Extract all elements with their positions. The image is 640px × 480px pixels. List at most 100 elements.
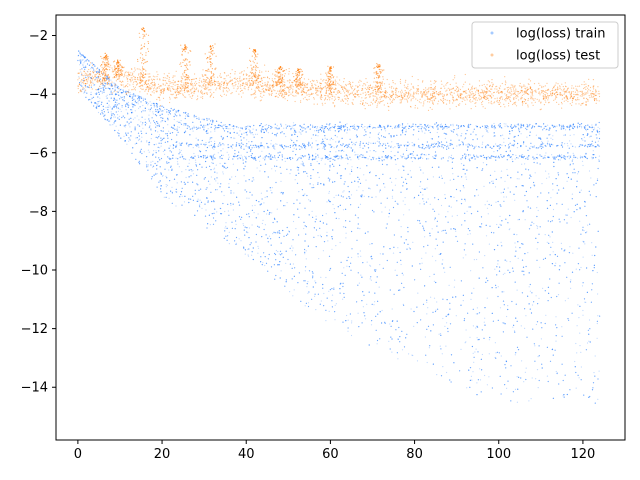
- train-point: [149, 125, 151, 127]
- train-point: [503, 200, 505, 202]
- train-point: [310, 137, 313, 139]
- train-point: [403, 214, 405, 216]
- train-point: [257, 145, 259, 147]
- train-point: [455, 230, 457, 232]
- train-point: [136, 95, 138, 97]
- train-point: [85, 65, 87, 67]
- train-point: [470, 375, 472, 377]
- train-point: [262, 219, 264, 221]
- train-point: [535, 147, 537, 149]
- train-point: [343, 267, 345, 269]
- train-point: [117, 88, 120, 90]
- train-point: [147, 104, 149, 106]
- train-point: [361, 196, 363, 198]
- train-point: [338, 218, 340, 220]
- train-point: [518, 124, 520, 126]
- train-point: [528, 125, 530, 127]
- train-point: [391, 197, 394, 199]
- train-point: [270, 139, 272, 142]
- train-point: [559, 155, 561, 157]
- train-point: [509, 261, 511, 263]
- train-point: [467, 233, 469, 235]
- train-point: [390, 150, 392, 153]
- train-point: [377, 137, 379, 139]
- train-point: [483, 156, 485, 159]
- train-point: [132, 111, 134, 113]
- train-point: [559, 159, 561, 161]
- train-point: [364, 145, 366, 147]
- train-point: [536, 153, 538, 155]
- train-point: [295, 145, 297, 147]
- train-point: [293, 289, 295, 291]
- train-point: [439, 345, 441, 347]
- train-point: [215, 180, 217, 182]
- train-point: [290, 125, 292, 127]
- train-point: [386, 164, 388, 166]
- train-point: [298, 191, 300, 193]
- train-point: [270, 125, 272, 128]
- train-point: [217, 152, 219, 154]
- train-point: [585, 154, 587, 156]
- train-point: [493, 155, 495, 158]
- train-point: [184, 158, 186, 160]
- train-point: [374, 301, 376, 303]
- train-point: [516, 289, 518, 291]
- train-point: [376, 158, 378, 160]
- train-point: [548, 156, 550, 159]
- train-point: [544, 125, 547, 128]
- train-point: [208, 123, 210, 125]
- train-point: [328, 199, 330, 201]
- train-point: [486, 384, 488, 386]
- train-point: [311, 146, 313, 148]
- train-point: [172, 157, 174, 159]
- train-point: [567, 145, 569, 147]
- train-point: [292, 125, 294, 127]
- train-point: [487, 213, 489, 215]
- train-point: [553, 161, 555, 163]
- train-point: [515, 317, 517, 319]
- train-point: [546, 177, 548, 179]
- train-point: [345, 125, 347, 127]
- train-point: [446, 127, 448, 129]
- train-point: [176, 144, 178, 146]
- train-point: [110, 124, 112, 126]
- train-point: [453, 129, 455, 131]
- train-point: [585, 130, 587, 132]
- train-point: [391, 127, 393, 130]
- train-point: [203, 129, 205, 131]
- train-point: [586, 157, 588, 160]
- train-point: [188, 176, 190, 178]
- train-point: [109, 88, 111, 90]
- train-point: [589, 341, 591, 343]
- train-point: [266, 213, 268, 215]
- train-point: [207, 132, 209, 134]
- train-point: [174, 113, 176, 115]
- train-point: [304, 148, 307, 150]
- train-point: [579, 305, 581, 307]
- train-point: [214, 130, 216, 132]
- train-point: [396, 320, 398, 322]
- train-point: [140, 141, 142, 143]
- train-point: [157, 122, 159, 124]
- train-point: [404, 203, 406, 206]
- train-point: [236, 169, 239, 171]
- train-point: [583, 230, 585, 232]
- train-point: [423, 228, 425, 230]
- train-point: [472, 130, 474, 132]
- train-point: [175, 157, 177, 159]
- train-point: [439, 142, 441, 145]
- train-point: [422, 194, 424, 196]
- train-point: [214, 140, 216, 142]
- train-point: [506, 260, 508, 262]
- train-point: [349, 146, 351, 148]
- train-point: [347, 146, 349, 148]
- train-point: [478, 146, 481, 148]
- train-point: [427, 124, 429, 126]
- train-point: [523, 155, 526, 157]
- train-point: [140, 140, 143, 142]
- train-point: [447, 144, 449, 146]
- train-point: [499, 147, 501, 149]
- train-point: [566, 173, 568, 175]
- train-point: [393, 135, 395, 138]
- train-point: [490, 157, 492, 159]
